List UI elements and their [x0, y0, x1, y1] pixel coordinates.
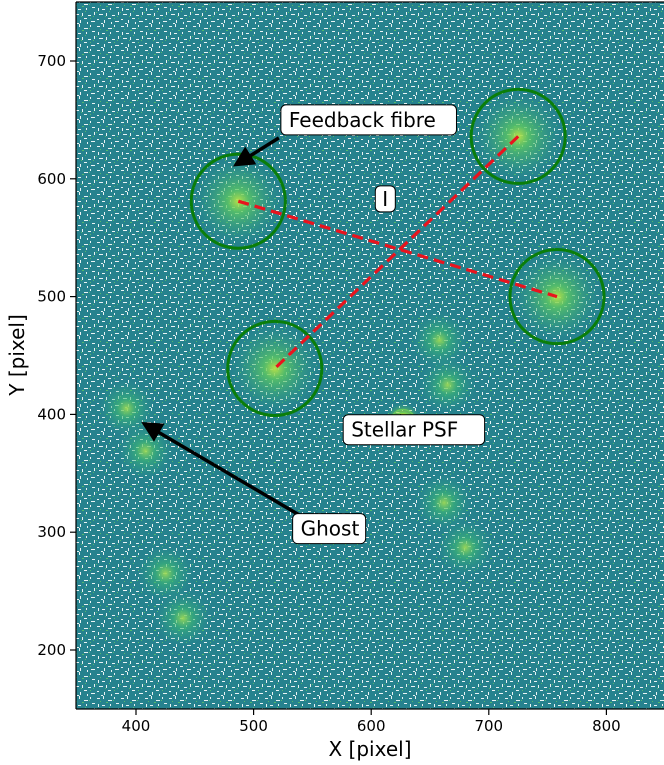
- ghost-spot: [98, 380, 155, 437]
- annotation-box: [280, 104, 457, 136]
- x-ticks: 400 500 600 700 800: [122, 709, 621, 735]
- annotation-box: [292, 513, 367, 545]
- y-tick-label: 500: [37, 288, 66, 306]
- ghost-spot: [419, 356, 476, 413]
- x-tick-label: 400: [122, 717, 151, 735]
- y-axis-title: Y [pixel]: [5, 314, 29, 397]
- x-tick-label: 800: [592, 717, 621, 735]
- x-tick-label: 700: [474, 717, 503, 735]
- axes: 400 500 600 700 800 200 300 400 500 600 700 X [pi…: [5, 1, 664, 761]
- x-axis-title: X [pixel]: [329, 737, 412, 761]
- annotation-box: [342, 414, 486, 446]
- x-tick-label: 600: [357, 717, 386, 735]
- y-tick-label: 200: [37, 641, 66, 659]
- y-tick-label: 300: [37, 523, 66, 541]
- ghost-spot: [416, 474, 473, 531]
- ghost-spot: [117, 422, 174, 479]
- x-tick-label: 500: [239, 717, 268, 735]
- feedback-fibre-circle: [226, 319, 324, 417]
- feedback-fibre-circle: [469, 87, 567, 185]
- ghost-spot: [137, 545, 194, 602]
- feedback-fibre-circle: [508, 248, 606, 346]
- ghost-spot: [155, 590, 212, 647]
- annotation-layer: Feedback fibre I Stellar PSF Ghost: [141, 104, 486, 545]
- annotation-label: Stellar PSF: [351, 418, 458, 442]
- annotation-arrow: [141, 422, 300, 517]
- cross-dashed-line: [273, 135, 520, 370]
- annotation-label: Feedback fibre: [289, 108, 436, 132]
- dashed-line-layer: [237, 135, 558, 370]
- cross-dashed-line: [237, 199, 558, 299]
- ghost-spot: [437, 519, 494, 576]
- annotation-box: [374, 185, 396, 213]
- y-ticks: 200 300 400 500 600 700: [37, 52, 76, 659]
- y-tick-label: 600: [37, 170, 66, 188]
- annotation-arrow: [232, 136, 280, 167]
- y-tick-label: 700: [37, 52, 66, 70]
- ghost-spot: [411, 312, 468, 369]
- plot-area: Feedback fibre I Stellar PSF Ghost: [76, 2, 664, 709]
- annotation-label-i: I: [382, 187, 388, 211]
- y-tick-label: 400: [37, 405, 66, 423]
- annotation-label: Ghost: [301, 517, 360, 541]
- fibre-glow: [230, 324, 319, 413]
